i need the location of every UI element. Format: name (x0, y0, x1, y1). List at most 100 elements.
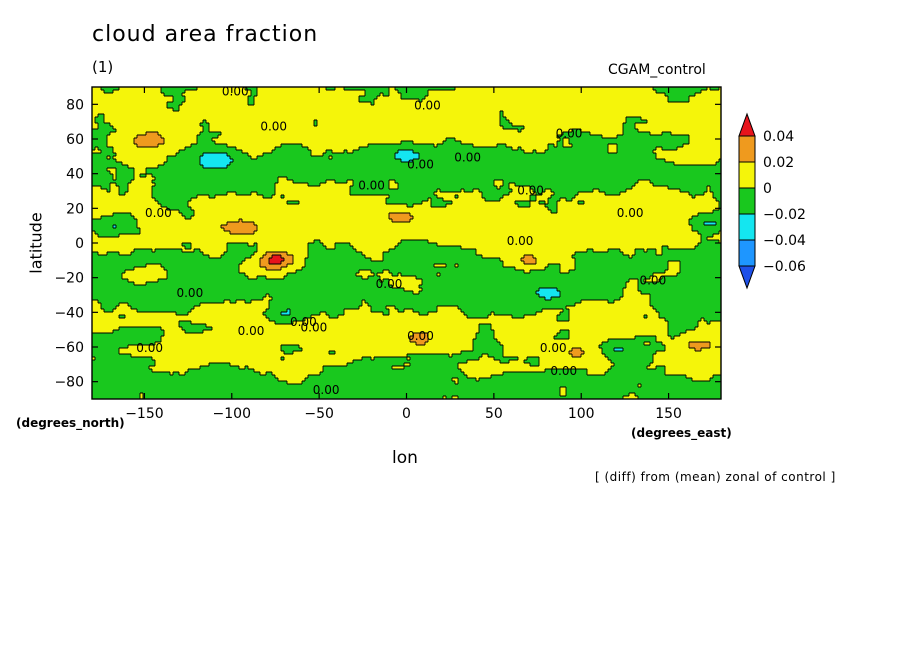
heatmap-cell (305, 135, 309, 139)
heatmap-cell (203, 132, 207, 136)
heatmap-cell (569, 138, 573, 142)
heatmap-cell (149, 102, 153, 106)
heatmap-cell (656, 111, 660, 115)
heatmap-cell (137, 150, 141, 154)
heatmap-cell (203, 117, 207, 121)
heatmap-cell (689, 147, 693, 151)
heatmap-cell (719, 153, 721, 157)
heatmap-cell (494, 150, 498, 154)
heatmap-cell (278, 150, 282, 154)
heatmap-cell (101, 132, 105, 136)
heatmap-cell (533, 141, 537, 145)
heatmap-cell (416, 108, 420, 112)
heatmap-cell (92, 90, 96, 94)
heatmap-cell (92, 120, 96, 124)
heatmap-cell (617, 87, 621, 91)
heatmap-cell (593, 114, 597, 118)
heatmap-cell (296, 120, 300, 124)
heatmap-cell (491, 102, 495, 106)
heatmap-cell (209, 144, 213, 148)
heatmap-cell (707, 129, 711, 133)
heatmap-cell (278, 138, 282, 142)
heatmap-cell (497, 150, 501, 154)
heatmap-cell (569, 120, 573, 124)
heatmap-cell (458, 147, 462, 151)
heatmap-cell (635, 99, 639, 103)
heatmap-cell (182, 87, 186, 91)
heatmap-cell (719, 90, 721, 94)
heatmap-cell (491, 105, 495, 109)
heatmap-cell (227, 111, 231, 115)
heatmap-cell (380, 111, 384, 115)
heatmap-cell (398, 87, 402, 91)
heatmap-cell (197, 120, 201, 124)
heatmap-cell (347, 105, 351, 109)
heatmap-cell (446, 132, 450, 136)
heatmap-cell (197, 153, 201, 157)
heatmap-cell (146, 147, 150, 151)
heatmap-cell (131, 138, 135, 142)
heatmap-cell (518, 96, 522, 100)
heatmap-cell (470, 90, 474, 94)
heatmap-cell (401, 90, 405, 94)
heatmap-cell (308, 141, 312, 145)
heatmap-cell (581, 141, 585, 145)
heatmap-cell (488, 117, 492, 121)
heatmap-cell (560, 132, 564, 136)
heatmap-cell (221, 111, 225, 115)
heatmap-cell (209, 135, 213, 139)
heatmap-cell (515, 90, 519, 94)
heatmap-cell (131, 87, 135, 91)
heatmap-cell (353, 138, 357, 142)
heatmap-cell (389, 141, 393, 145)
heatmap-cell (302, 99, 306, 103)
heatmap-cell (680, 117, 684, 121)
heatmap-cell (344, 108, 348, 112)
heatmap-cell (683, 138, 687, 142)
heatmap-cell (122, 96, 126, 100)
heatmap-cell (437, 138, 441, 142)
heatmap-cell (290, 147, 294, 151)
heatmap-cell (179, 156, 183, 160)
heatmap-cell (446, 93, 450, 97)
heatmap-cell (455, 132, 459, 136)
heatmap-cell (362, 153, 366, 157)
heatmap-cell (590, 141, 594, 145)
heatmap-cell (536, 93, 540, 97)
heatmap-cell (572, 108, 576, 112)
heatmap-cell (311, 96, 315, 100)
heatmap-cell (215, 147, 219, 151)
heatmap-cell (92, 129, 96, 133)
heatmap-cell (425, 150, 429, 154)
heatmap-cell (230, 126, 234, 130)
heatmap-cell (518, 144, 522, 148)
heatmap-cell (563, 105, 567, 109)
heatmap-cell (311, 135, 315, 139)
heatmap-cell (428, 108, 432, 112)
heatmap-cell (209, 150, 213, 154)
heatmap-cell (311, 141, 315, 145)
heatmap-cell (323, 120, 327, 124)
heatmap-cell (365, 102, 369, 106)
heatmap-cell (719, 135, 721, 139)
heatmap-cell (272, 126, 276, 130)
heatmap-cell (308, 96, 312, 100)
heatmap-cell (569, 114, 573, 118)
heatmap-cell (542, 93, 546, 97)
heatmap-cell (539, 96, 543, 100)
heatmap-cell (656, 153, 660, 157)
heatmap-cell (191, 123, 195, 127)
heatmap-cell (173, 105, 177, 109)
heatmap-cell (704, 90, 708, 94)
heatmap-cell (416, 90, 420, 94)
heatmap-cell (686, 132, 690, 136)
heatmap-cell (356, 138, 360, 142)
heatmap-cell (218, 120, 222, 124)
heatmap-cell (608, 90, 612, 94)
heatmap-cell (635, 144, 639, 148)
heatmap-cell (572, 87, 576, 91)
heatmap-cell (557, 93, 561, 97)
heatmap-cell (560, 141, 564, 145)
heatmap-cell (110, 153, 114, 157)
heatmap-cell (644, 150, 648, 154)
